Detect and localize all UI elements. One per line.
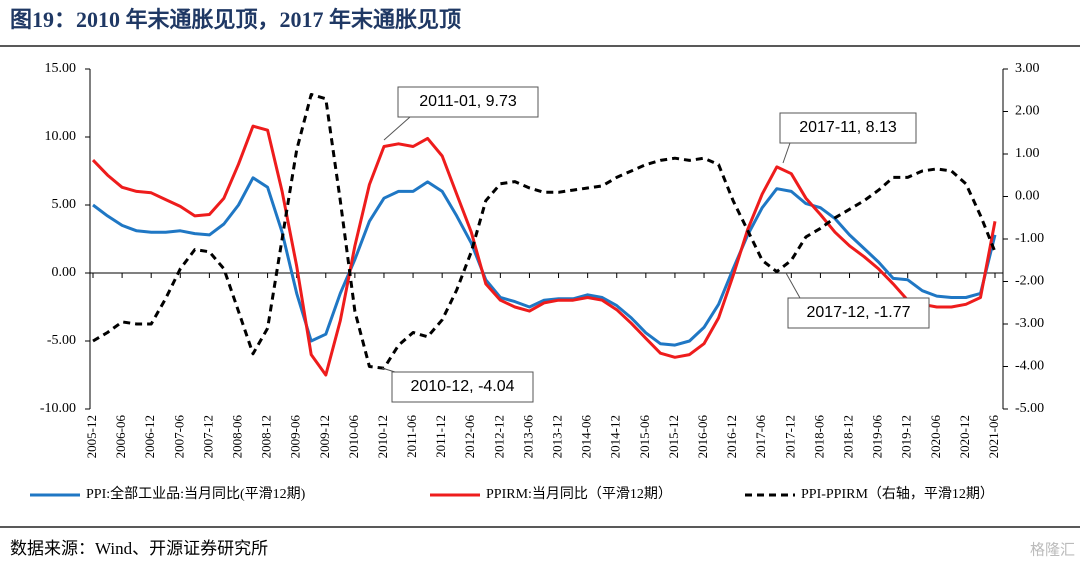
x-tick-label: 2006-06 xyxy=(113,415,128,459)
source: 数据来源：Wind、开源证券研究所 xyxy=(10,539,268,558)
x-tick-label: 2021-06 xyxy=(986,415,1001,459)
x-tick-label: 2010-06 xyxy=(346,415,361,459)
y2-tick-label: -2.00 xyxy=(1015,274,1044,289)
x-tick-label: 2014-12 xyxy=(608,415,623,458)
y2-tick-label: 2.00 xyxy=(1015,104,1040,119)
y2-tick-label: 1.00 xyxy=(1015,146,1040,161)
y-tick-label: -10.00 xyxy=(40,401,76,416)
x-tick-label: 2015-06 xyxy=(637,415,652,459)
x-tick-label: 2017-06 xyxy=(753,415,768,459)
x-tick-label: 2018-06 xyxy=(811,415,826,459)
series-line xyxy=(92,93,997,370)
x-tick-label: 2019-06 xyxy=(870,415,885,459)
x-tick-label: 2009-12 xyxy=(317,415,332,458)
y2-tick-label: -5.00 xyxy=(1015,401,1044,416)
y2-tick-label: -4.00 xyxy=(1015,359,1044,374)
x-tick-label: 2011-12 xyxy=(433,415,448,458)
x-tick-label: 2013-12 xyxy=(550,415,565,458)
y2-tick-label: -3.00 xyxy=(1015,316,1044,331)
annotation-text: 2011-01, 9.73 xyxy=(419,93,517,110)
annotation-leader xyxy=(381,367,396,373)
x-tick-label: 2020-12 xyxy=(957,415,972,458)
legend-label: PPI:全部工业品:当月同比(平滑12期) xyxy=(86,485,306,502)
x-tick-label: 2011-06 xyxy=(404,415,419,458)
series-line xyxy=(91,124,997,377)
y-tick-label: 10.00 xyxy=(45,129,77,144)
x-tick-label: 2007-12 xyxy=(200,415,215,458)
x-tick-label: 2016-06 xyxy=(695,415,710,459)
x-tick-label: 2006-12 xyxy=(142,415,157,458)
annotation-text: 2010-12, -4.04 xyxy=(410,378,514,395)
annotation-box xyxy=(397,86,539,118)
annotation-text: 2017-11, 8.13 xyxy=(799,119,897,136)
x-tick-label: 2017-12 xyxy=(782,415,797,458)
y-tick-label: -5.00 xyxy=(47,333,76,348)
y-tick-label: 15.00 xyxy=(45,61,77,76)
y2-tick-label: 0.00 xyxy=(1015,189,1040,204)
y-tick-label: 0.00 xyxy=(52,265,77,280)
x-tick-label: 2008-12 xyxy=(259,415,274,458)
y2-tick-label: -1.00 xyxy=(1015,231,1044,246)
x-tick-label: 2014-06 xyxy=(579,415,594,459)
x-tick-label: 2020-06 xyxy=(928,415,943,459)
x-tick-label: 2019-12 xyxy=(899,415,914,458)
x-tick-label: 2012-12 xyxy=(491,415,506,458)
y2-tick-label: 3.00 xyxy=(1015,61,1040,76)
series-line xyxy=(92,176,997,347)
x-tick-label: 2013-06 xyxy=(520,415,535,459)
x-tick-label: 2016-12 xyxy=(724,415,739,458)
x-tick-label: 2010-12 xyxy=(375,415,390,458)
legend-label: PPI-PPIRM（右轴，平滑12期） xyxy=(801,485,994,502)
x-tick-label: 2008-06 xyxy=(229,415,244,459)
watermark: 格隆汇 xyxy=(1030,541,1075,559)
annotation-box xyxy=(787,297,930,329)
x-tick-label: 2012-06 xyxy=(462,415,477,459)
annotation-leader xyxy=(383,116,411,141)
x-tick-label: 2009-06 xyxy=(288,415,303,459)
annotation-box xyxy=(391,371,534,403)
annotation-leader xyxy=(782,142,791,164)
x-tick-label: 2018-12 xyxy=(841,415,856,458)
x-tick-label: 2015-12 xyxy=(666,415,681,458)
chart-title: 图19：2010 年末通胀见顶，2017 年末通胀见顶 xyxy=(10,7,461,32)
annotation-box xyxy=(779,112,917,144)
y-tick-label: 5.00 xyxy=(52,197,77,212)
x-tick-label: 2005-12 xyxy=(84,415,99,458)
x-tick-label: 2007-06 xyxy=(171,415,186,459)
annotation-text: 2017-12, -1.77 xyxy=(806,304,910,321)
legend-label: PPIRM:当月同比（平滑12期） xyxy=(486,485,672,502)
annotation-leader xyxy=(785,272,801,299)
